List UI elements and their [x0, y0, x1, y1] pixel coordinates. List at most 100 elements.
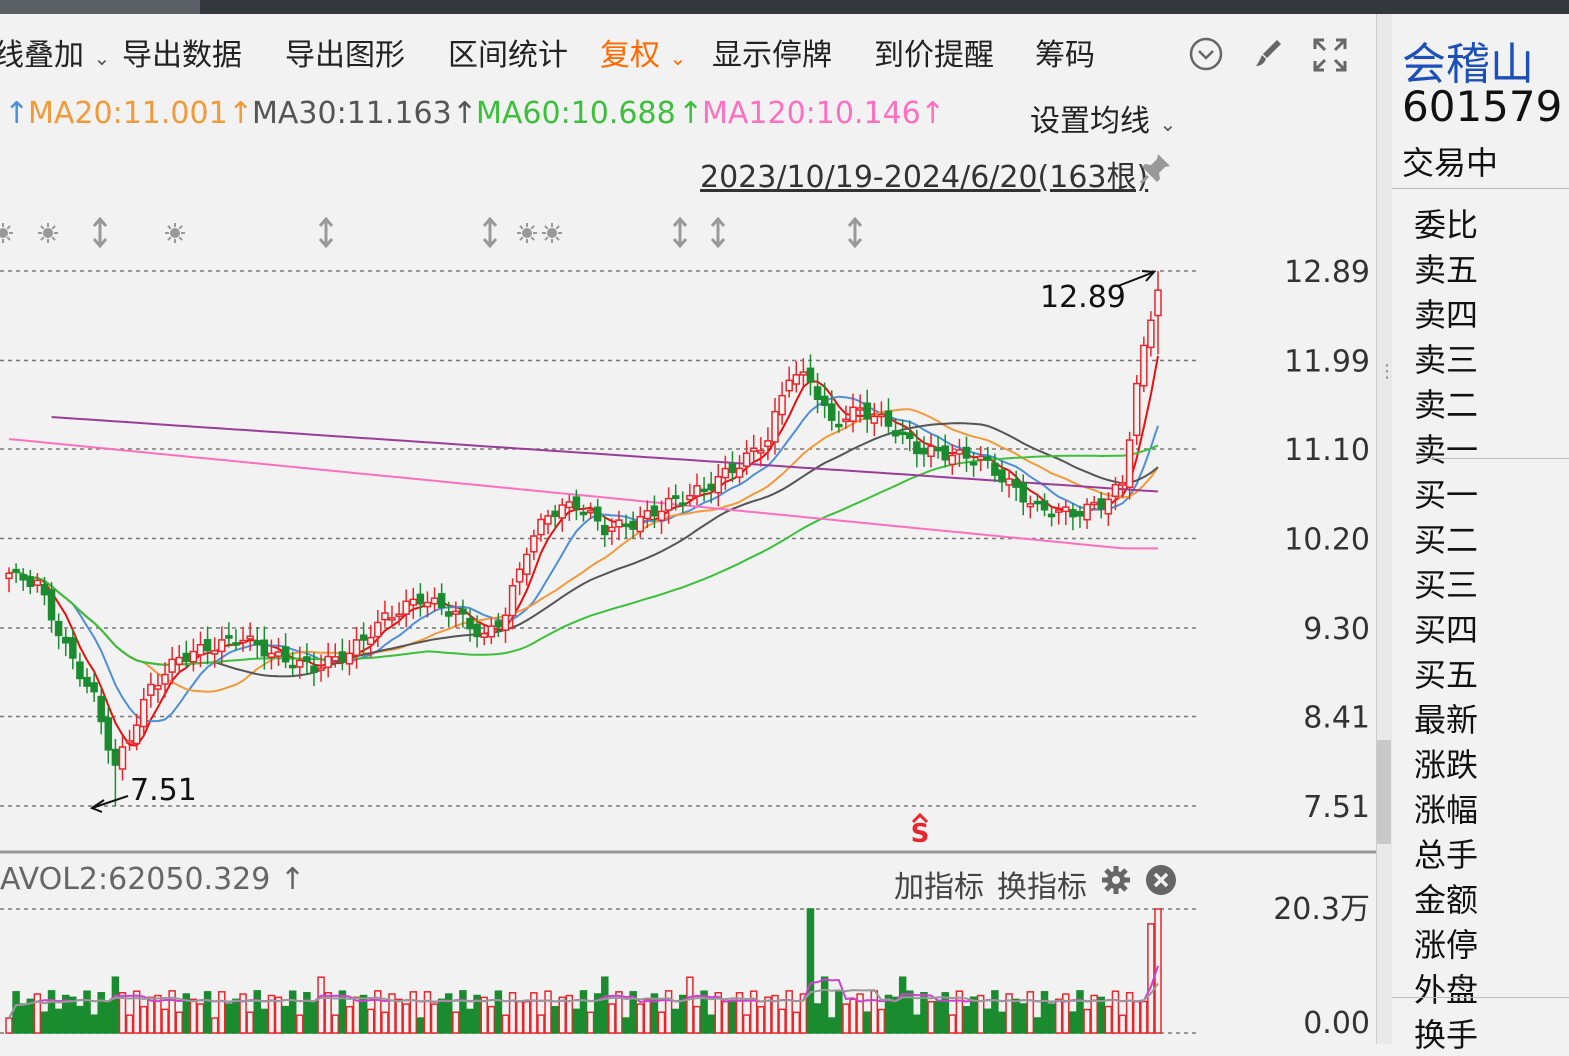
candle-body	[820, 395, 829, 407]
candle-body	[664, 497, 673, 511]
volume-bar	[359, 994, 368, 1034]
volume-bar	[593, 993, 602, 1034]
volume-bar	[657, 1011, 666, 1034]
volume-bar	[579, 990, 588, 1034]
close-icon[interactable]	[1145, 864, 1177, 904]
change-indicator-button[interactable]: 换指标	[997, 870, 1087, 905]
chips-button[interactable]: 筹码	[1035, 38, 1095, 73]
volume-bar	[771, 994, 779, 1034]
event-star-ray	[167, 236, 172, 241]
candle-body	[317, 667, 325, 671]
add-indicator-button[interactable]: 加指标	[894, 870, 984, 905]
candle-body	[366, 636, 375, 646]
volume-bar	[274, 996, 283, 1034]
candle-body	[281, 646, 290, 663]
candle-body	[1125, 439, 1134, 489]
candle-body	[444, 611, 453, 617]
ma20-value: MA20:11.001	[28, 96, 228, 131]
volume-bar	[998, 1011, 1006, 1034]
volume-bar	[537, 1014, 545, 1034]
candle-body	[232, 642, 240, 646]
volume-bar	[572, 1008, 581, 1034]
export-chart-button[interactable]: 导出图形	[285, 38, 405, 73]
volume-bar	[962, 1006, 971, 1034]
candle-body	[437, 593, 446, 609]
volume-bar	[61, 994, 70, 1034]
quote-row-label: 卖四	[1414, 296, 1479, 334]
volume-bar	[303, 992, 311, 1034]
quote-row-label: 涨跌	[1414, 746, 1479, 784]
quote-row-label: 卖二	[1414, 386, 1479, 424]
active-tab-strip[interactable]	[0, 0, 200, 14]
volume-bar	[402, 1003, 410, 1034]
candle-body	[749, 447, 758, 452]
set-ma-menu[interactable]: 设置均线 ⌄	[1030, 104, 1177, 139]
event-split-icon	[318, 216, 334, 249]
overlay-menu[interactable]: 线叠加 ⌄	[0, 38, 111, 73]
show-suspended-button[interactable]: 显示停牌	[712, 38, 832, 73]
scrollbar-thumb[interactable]	[1377, 740, 1391, 844]
adjust-menu[interactable]: 复权 ⌄	[600, 38, 687, 73]
volume-bar	[239, 993, 247, 1034]
candle-body	[288, 664, 297, 669]
candle-body	[941, 445, 949, 461]
volume-bar	[175, 1011, 183, 1034]
volume-bar	[976, 994, 985, 1034]
volume-bar	[1040, 991, 1049, 1034]
candle-body	[1132, 382, 1141, 437]
candle-body	[586, 509, 595, 514]
high-annotation-arrow	[1117, 270, 1157, 287]
candle-body	[331, 656, 340, 662]
candle-body	[140, 698, 148, 728]
volume-bar	[664, 990, 673, 1034]
volume-bar	[523, 1000, 531, 1034]
candle-body	[891, 430, 900, 437]
date-range-label[interactable]: 2023/10/19-2024/6/20(163根)	[700, 160, 1149, 195]
candle-body	[381, 612, 389, 621]
candle-body	[1083, 503, 1091, 521]
volume-bar	[494, 990, 503, 1034]
price-alert-button[interactable]: 到价提醒	[874, 38, 994, 73]
candle-body	[246, 635, 254, 640]
export-data-button[interactable]: 导出数据	[122, 38, 242, 73]
panel-splitter[interactable]	[1376, 14, 1393, 1044]
volume-bar	[296, 1014, 304, 1034]
event-star-ray	[51, 225, 56, 230]
event-star-ray	[51, 236, 56, 241]
candle-body	[203, 639, 212, 652]
candle-body	[402, 600, 410, 615]
candle-body	[12, 568, 20, 573]
volume-bar	[1012, 998, 1020, 1034]
chevron-circle-icon[interactable]	[1186, 36, 1226, 76]
candle-body	[452, 610, 460, 615]
candle-body	[934, 446, 942, 452]
volume-bar	[118, 992, 127, 1034]
volume-bar	[345, 1005, 354, 1034]
pin-icon[interactable]	[1138, 150, 1174, 194]
candle-body	[593, 506, 602, 522]
stock-name[interactable]: 会稽山	[1402, 39, 1534, 90]
candle-body	[267, 652, 276, 658]
volume-bar	[196, 1003, 205, 1034]
candle-body	[1054, 509, 1063, 513]
kline-chart[interactable]: 12.89 7.51 12.89 11.99 11.10 10.20 9.30 8.41 7.…	[0, 0, 1376, 1044]
candle-body	[196, 644, 205, 656]
volume-bar	[764, 996, 772, 1034]
brush-icon[interactable]	[1248, 36, 1288, 76]
volume-bar	[452, 1011, 460, 1034]
volume-bar	[728, 1000, 737, 1034]
candle-body	[558, 504, 566, 519]
chevron-down-icon: ⌄	[669, 46, 687, 70]
range-stats-button[interactable]: 区间统计	[448, 38, 568, 73]
gear-icon[interactable]	[1100, 864, 1132, 904]
volume-bar	[1118, 1014, 1127, 1034]
candle-body	[679, 502, 687, 506]
candle-body	[898, 431, 907, 436]
volume-bar	[650, 993, 659, 1034]
candle-body	[161, 673, 169, 685]
volume-bar	[1033, 1017, 1042, 1034]
candle-body	[707, 483, 715, 491]
fullscreen-icon[interactable]	[1310, 36, 1350, 76]
quote-row-label: 买三	[1414, 566, 1479, 604]
candle-body	[601, 524, 609, 536]
